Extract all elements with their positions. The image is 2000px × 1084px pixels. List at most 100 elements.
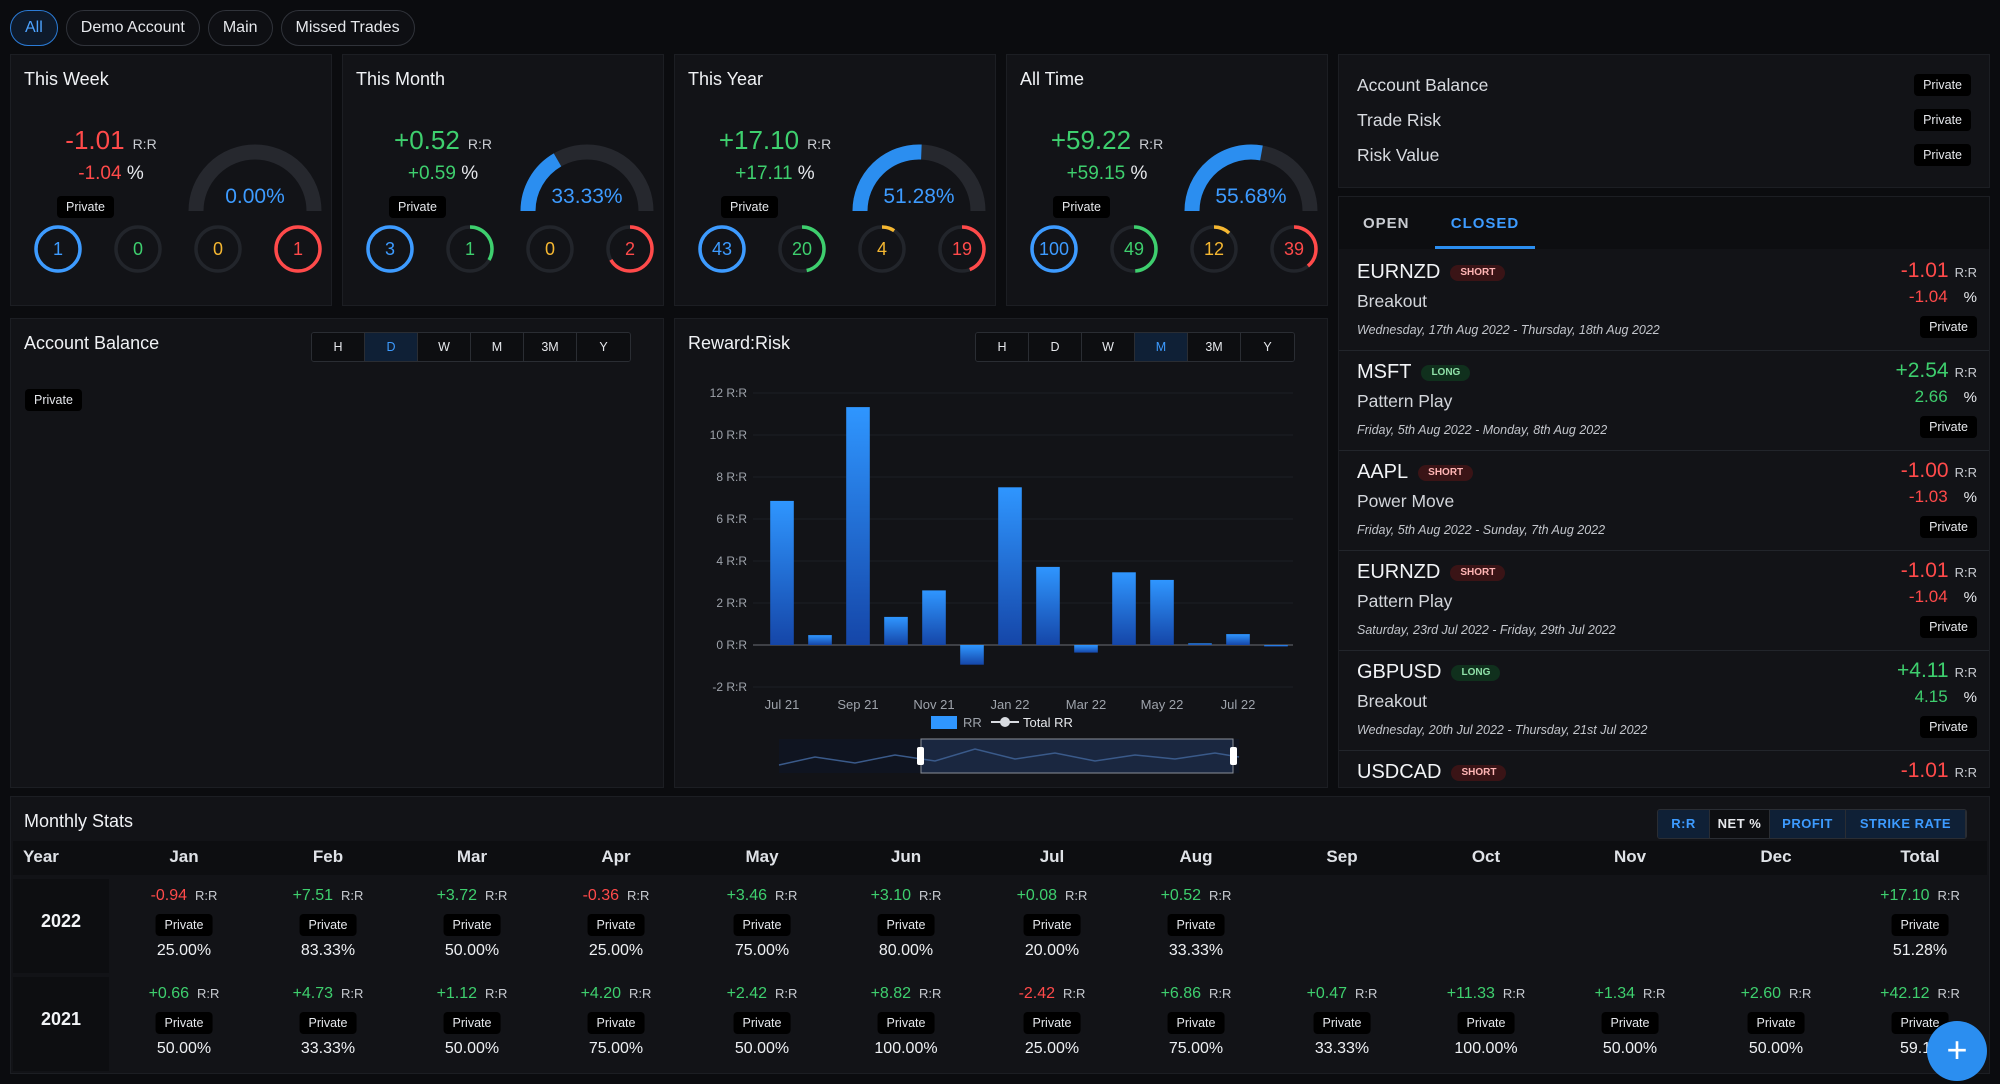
trade-rr-value: -1.01: [1900, 759, 1949, 782]
account-info-panel: Account Balance Private Trade Risk Private R…: [1338, 54, 1990, 188]
period-3m[interactable]: 3M: [524, 333, 577, 361]
month-cell[interactable]: -2.42 R:R Private 25.00%: [987, 977, 1117, 1071]
header-jun: Jun: [890, 847, 922, 866]
trade-rr: +4.11 R:R: [1897, 659, 1977, 683]
filter-tab-main[interactable]: Main: [207, 10, 273, 46]
month-cell[interactable]: +6.86 R:R Private 75.00%: [1131, 977, 1261, 1071]
month-cell[interactable]: +2.42 R:R Private 50.00%: [697, 977, 827, 1071]
period-w[interactable]: W: [418, 333, 471, 361]
trade-rr-unit: R:R: [1954, 765, 1977, 780]
winrate-value: 51.28%: [883, 185, 955, 208]
header-sep: Sep: [1326, 847, 1358, 866]
month-cell[interactable]: -0.94 R:R Private 25.00%: [119, 879, 249, 973]
trade-row[interactable]: MSFT LONG Pattern Play Friday, 5th Aug 2022…: [1339, 351, 1989, 451]
bar-jun-22: [1188, 643, 1212, 645]
month-strike-rate: 83.33%: [300, 942, 356, 959]
month-cell[interactable]: +7.51 R:R Private 83.33%: [263, 879, 393, 973]
private-badge: Private: [1891, 914, 1949, 936]
trade-row[interactable]: EURNZD SHORT Pattern Play Saturday, 23rd Ju…: [1339, 551, 1989, 651]
trade-row[interactable]: GBPUSD LONG Breakout Wednesday, 20th Jul 20…: [1339, 651, 1989, 751]
reward-risk-title: Reward:Risk: [688, 333, 791, 353]
private-badge: Private: [1313, 1012, 1371, 1034]
trade-row[interactable]: AAPL SHORT Power Move Friday, 5th Aug 2022 …: [1339, 451, 1989, 551]
period-h[interactable]: H: [312, 333, 365, 361]
filter-tab-demo-account[interactable]: Demo Account: [65, 10, 200, 46]
period-m[interactable]: M: [1135, 333, 1188, 361]
month-cell[interactable]: +0.08 R:R Private 20.00%: [987, 879, 1117, 973]
toggle-profit[interactable]: PROFIT: [1770, 810, 1846, 838]
trade-rr-unit: R:R: [1954, 265, 1977, 280]
period-w[interactable]: W: [1082, 333, 1135, 361]
month-cell[interactable]: +0.66 R:R Private 50.00%: [119, 977, 249, 1071]
summary-card-this-month: This Month +0.52 R:R +0.59 % Private 33.33% 3 1…: [342, 54, 664, 306]
month-rr-value: +2.42: [726, 985, 768, 1002]
add-trade-button[interactable]: +: [1927, 1021, 1987, 1081]
filter-tab-missed-trades[interactable]: Missed Trades: [280, 10, 415, 46]
trade-direction-tag: SHORT: [1450, 265, 1506, 281]
bar-apr-22: [1112, 572, 1136, 645]
losses-circle: 19: [928, 215, 996, 283]
month-cell[interactable]: +11.33 R:R Private 100.00%: [1421, 977, 1551, 1071]
period-d[interactable]: D: [1029, 333, 1082, 361]
summary-card-title: This Year: [688, 69, 764, 89]
month-cell[interactable]: +0.52 R:R Private 33.33%: [1131, 879, 1261, 973]
y-tick-label: 2 R:R: [716, 596, 747, 610]
count-value: 0: [212, 239, 223, 259]
month-rr: +2.42 R:R: [697, 985, 827, 1003]
filter-tabs: All Demo Account Main Missed Trades: [10, 10, 415, 46]
toggle-strike-rate[interactable]: STRIKE RATE: [1846, 810, 1966, 838]
summary-pct: +17.11 %: [711, 163, 839, 185]
year-row-bg: [13, 879, 109, 973]
private-badge: Private: [1601, 1012, 1659, 1034]
summary-rr: +0.52 R:R: [379, 125, 507, 156]
tab-closed[interactable]: CLOSED: [1450, 215, 1520, 232]
month-cell[interactable]: +3.46 R:R Private 75.00%: [697, 879, 827, 973]
period-d[interactable]: D: [365, 333, 418, 361]
toggle-net[interactable]: NET %: [1710, 810, 1770, 838]
period-y[interactable]: Y: [577, 333, 630, 361]
month-cell[interactable]: +3.10 R:R Private 80.00%: [841, 879, 971, 973]
month-cell[interactable]: +17.10 R:R Private 51.28%: [1855, 879, 1985, 973]
header-feb: Feb: [312, 847, 344, 866]
tab-open[interactable]: OPEN: [1363, 215, 1410, 232]
month-rr: +4.73 R:R: [263, 985, 393, 1003]
trade-setup: Pattern Play: [1357, 591, 1453, 611]
trade-rr: -1.01 R:R: [1901, 259, 1977, 283]
navigator-handle-right: [1230, 747, 1237, 765]
summary-rr-value: +0.52: [394, 125, 460, 155]
wins-circle: 1: [436, 215, 504, 283]
month-rr-value: +0.52: [1160, 887, 1202, 904]
trade-row[interactable]: USDCAD SHORT -1.01 R:R: [1339, 751, 1989, 787]
month-rr-value: -0.36: [582, 887, 620, 904]
balance-period-selector: H D W M 3M Y: [311, 332, 631, 362]
period-3m[interactable]: 3M: [1188, 333, 1241, 361]
bar-feb-22: [1036, 566, 1060, 645]
month-cell[interactable]: +3.72 R:R Private 50.00%: [407, 879, 537, 973]
month-cell[interactable]: +2.60 R:R Private 50.00%: [1711, 977, 1841, 1071]
count-value: 43: [711, 239, 733, 259]
month-cell[interactable]: +4.20 R:R Private 75.00%: [551, 977, 681, 1071]
winrate-value: 0.00%: [225, 185, 285, 208]
trade-dates: Wednesday, 17th Aug 2022 - Thursday, 18t…: [1357, 323, 1660, 337]
month-rr: +17.10 R:R: [1855, 887, 1985, 905]
period-m[interactable]: M: [471, 333, 524, 361]
month-rr: +4.20 R:R: [551, 985, 681, 1003]
toggle-r-r[interactable]: R:R: [1658, 810, 1710, 838]
filter-tab-all[interactable]: All: [10, 10, 58, 46]
month-cell[interactable]: +1.34 R:R Private 50.00%: [1565, 977, 1695, 1071]
count-value: 0: [544, 239, 555, 259]
month-cell[interactable]: +8.82 R:R Private 100.00%: [841, 977, 971, 1071]
month-strike-rate: 50.00%: [156, 1040, 212, 1057]
month-cell[interactable]: +4.73 R:R Private 33.33%: [263, 977, 393, 1071]
header-apr: Apr: [601, 847, 631, 866]
month-rr: +1.34 R:R: [1565, 985, 1695, 1003]
rr-bar-chart: 12 R:R 10 R:R 8 R:R 6 R:R 4 R:R 2 R:R 0 R:R -2 …: [710, 386, 1293, 774]
month-rr-value: -0.94: [150, 887, 188, 904]
trade-row[interactable]: EURNZD SHORT Breakout Wednesday, 17th Aug 2…: [1339, 251, 1989, 351]
month-cell[interactable]: +1.12 R:R Private 50.00%: [407, 977, 537, 1071]
month-cell[interactable]: +0.47 R:R Private 33.33%: [1277, 977, 1407, 1071]
reward-risk-card: Reward:Risk H D W M 3M Y 12 R:R 10 R:R 8 R:R 6 R:R…: [674, 318, 1328, 788]
period-y[interactable]: Y: [1241, 333, 1294, 361]
month-cell[interactable]: -0.36 R:R Private 25.00%: [551, 879, 681, 973]
period-h[interactable]: H: [976, 333, 1029, 361]
